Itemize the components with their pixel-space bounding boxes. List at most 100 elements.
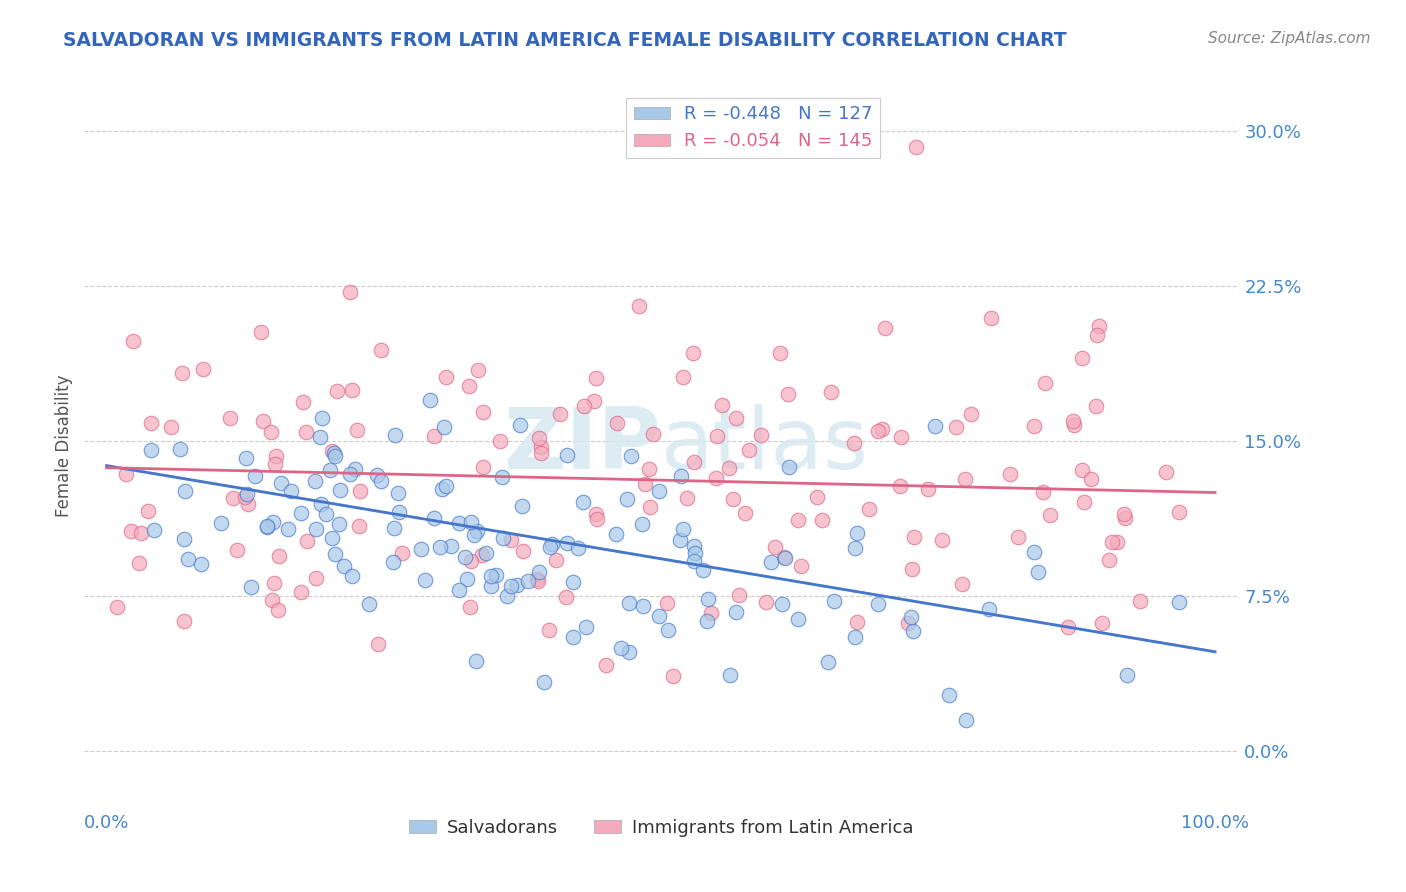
Point: [250, 326, 273, 340]
Point: [492, 532, 515, 546]
Point: [778, 459, 800, 474]
Point: [512, 500, 534, 514]
Point: [755, 595, 778, 609]
Point: [610, 641, 633, 656]
Point: [858, 501, 880, 516]
Point: [423, 428, 446, 442]
Point: [669, 469, 692, 483]
Point: [901, 561, 924, 575]
Point: [370, 474, 392, 488]
Point: [617, 596, 640, 610]
Point: [572, 399, 595, 413]
Point: [267, 603, 290, 617]
Point: [139, 443, 162, 458]
Point: [236, 487, 259, 501]
Point: [616, 492, 638, 507]
Point: [811, 513, 834, 527]
Point: [143, 523, 166, 537]
Point: [710, 398, 733, 412]
Point: [527, 565, 550, 579]
Point: [527, 431, 550, 445]
Point: [544, 552, 567, 566]
Point: [382, 555, 405, 569]
Point: [648, 608, 671, 623]
Point: [676, 491, 699, 506]
Point: [585, 370, 607, 384]
Text: SALVADORAN VS IMMIGRANTS FROM LATIN AMERICA FEMALE DISABILITY CORRELATION CHART: SALVADORAN VS IMMIGRANTS FROM LATIN AMER…: [63, 31, 1067, 50]
Point: [321, 443, 343, 458]
Point: [193, 362, 215, 376]
Point: [998, 467, 1021, 481]
Point: [172, 366, 194, 380]
Point: [1098, 552, 1121, 566]
Point: [772, 549, 794, 564]
Point: [387, 486, 409, 500]
Point: [457, 379, 479, 393]
Point: [823, 593, 845, 607]
Point: [357, 597, 380, 611]
Point: [662, 669, 685, 683]
Point: [960, 407, 983, 421]
Point: [339, 285, 361, 299]
Point: [325, 384, 347, 398]
Point: [413, 574, 436, 588]
Point: [606, 416, 628, 430]
Point: [1085, 399, 1108, 413]
Point: [295, 425, 318, 439]
Point: [471, 548, 494, 562]
Point: [1167, 505, 1189, 519]
Point: [844, 541, 866, 555]
Point: [472, 405, 495, 419]
Point: [889, 479, 911, 493]
Point: [738, 442, 761, 457]
Point: [980, 311, 1002, 326]
Point: [342, 383, 364, 397]
Point: [657, 623, 679, 637]
Point: [1107, 535, 1129, 549]
Point: [530, 440, 553, 454]
Point: [1024, 545, 1046, 559]
Point: [1071, 351, 1094, 365]
Point: [305, 572, 328, 586]
Point: [260, 425, 283, 439]
Point: [696, 614, 718, 628]
Point: [509, 417, 531, 432]
Point: [460, 554, 482, 568]
Point: [627, 299, 650, 313]
Point: [173, 614, 195, 628]
Point: [648, 483, 671, 498]
Point: [1063, 418, 1085, 433]
Point: [900, 609, 922, 624]
Point: [605, 527, 627, 541]
Point: [290, 585, 312, 599]
Point: [866, 425, 889, 439]
Point: [499, 579, 522, 593]
Point: [527, 574, 550, 588]
Point: [1085, 327, 1108, 342]
Point: [820, 385, 842, 400]
Point: [901, 624, 924, 638]
Point: [846, 526, 869, 541]
Point: [319, 463, 342, 477]
Point: [586, 512, 609, 526]
Point: [238, 497, 260, 511]
Point: [655, 596, 678, 610]
Point: [769, 346, 792, 360]
Point: [491, 469, 513, 483]
Point: [1088, 319, 1111, 334]
Point: [429, 540, 451, 554]
Point: [706, 429, 728, 443]
Point: [120, 524, 142, 538]
Point: [517, 574, 540, 588]
Point: [460, 600, 482, 615]
Point: [734, 507, 756, 521]
Point: [765, 540, 787, 554]
Point: [1007, 530, 1029, 544]
Point: [844, 436, 866, 450]
Point: [262, 592, 284, 607]
Point: [548, 407, 571, 421]
Point: [1080, 472, 1102, 486]
Point: [790, 558, 813, 573]
Point: [1022, 419, 1045, 434]
Point: [339, 467, 361, 481]
